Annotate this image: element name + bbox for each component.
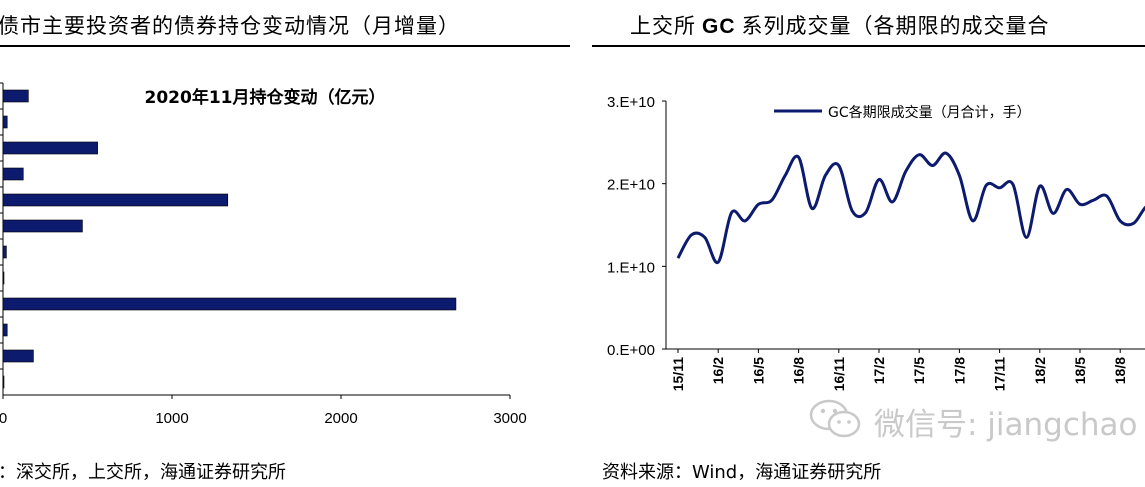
right-x-tick-label-10: 18/5 xyxy=(1072,357,1088,384)
right-title-suffix: 系列成交量（各期限的成交量合 xyxy=(741,14,1050,38)
right-chart-panel: 上交所 GC 系列成交量（各期限的成交量合 0.E+00 1.E+10 2.E+10 3.… xyxy=(592,0,1145,487)
left-source-text: ：深交所，上交所，海通证券研究所 xyxy=(0,462,286,483)
right-chart-title: 上交所 GC 系列成交量（各期限的成交量合 xyxy=(630,10,1050,40)
bar-3 xyxy=(2,167,24,181)
x-tick-label-2: 2000 xyxy=(324,410,357,427)
bar-11 xyxy=(2,375,5,389)
bar-0 xyxy=(2,89,29,103)
bar-6 xyxy=(2,245,7,259)
right-source-text: 资料来源：Wind，海通证券研究所 xyxy=(602,462,882,483)
right-title-gc: GC xyxy=(702,15,736,38)
x-tick-label-3: 3000 xyxy=(493,410,526,427)
right-x-tick-label-6: 17/5 xyxy=(911,357,927,384)
series-line-gc-volume xyxy=(676,151,1145,264)
bar-7 xyxy=(2,271,5,285)
bar-4 xyxy=(2,193,229,207)
right-x-tick-label-9: 18/2 xyxy=(1032,357,1048,384)
legend-label: GC各期限成交量（月合计，手） xyxy=(828,104,1031,121)
right-y-tick-label-0: 0.E+00 xyxy=(607,342,655,359)
wechat-watermark: 微信号: jiangchao xyxy=(808,395,1145,445)
bar-1 xyxy=(2,115,8,129)
right-x-tick-label-0: 15/11 xyxy=(670,357,686,391)
right-y-tick-label-2: 2.E+10 xyxy=(607,177,655,194)
right-x-tick-label-8: 17/11 xyxy=(992,357,1008,391)
x-tick-label-1: 1000 xyxy=(155,410,188,427)
bar-8 xyxy=(2,297,457,311)
bar-9 xyxy=(2,323,8,337)
right-line-chart: 0.E+00 1.E+10 2.E+10 3.E+10 15/11 16/2 16/5 16/… xyxy=(607,94,1145,391)
right-x-tick-label-5: 17/2 xyxy=(871,357,887,384)
bar-chart-inner-title: 2020年11月持仓变动（亿元） xyxy=(145,87,386,108)
left-chart-title: 债市主要投资者的债券持仓变动情况（月增量） xyxy=(0,14,460,38)
left-chart-panel: 债市主要投资者的债券持仓变动情况（月增量） 0 1000 2000 3000 2020… xyxy=(0,14,570,483)
watermark-text: 微信号: jiangchao xyxy=(874,407,1138,443)
bar-5 xyxy=(2,219,83,233)
right-y-tick-label-3: 3.E+10 xyxy=(607,94,655,111)
right-x-tick-label-1: 16/2 xyxy=(710,357,726,384)
right-x-tick-label-3: 16/8 xyxy=(791,357,807,384)
right-x-tick-label-4: 16/11 xyxy=(831,357,847,391)
left-bar-chart: 0 1000 2000 3000 2020年11月持仓变动（亿元） xyxy=(0,82,527,427)
bar-10 xyxy=(2,349,34,363)
wechat-icon xyxy=(809,399,861,438)
right-x-tick-label-2: 16/5 xyxy=(750,357,766,384)
bar-2 xyxy=(2,141,98,155)
left-title-rule xyxy=(0,45,570,47)
right-title-prefix: 上交所 xyxy=(630,14,696,38)
right-title-rule xyxy=(592,45,1145,47)
right-x-tick-label-7: 17/8 xyxy=(951,357,967,384)
x-tick-label-0: 0 xyxy=(0,410,7,427)
right-y-tick-label-1: 1.E+10 xyxy=(607,259,655,276)
right-x-tick-label-11: 18/8 xyxy=(1112,357,1128,384)
